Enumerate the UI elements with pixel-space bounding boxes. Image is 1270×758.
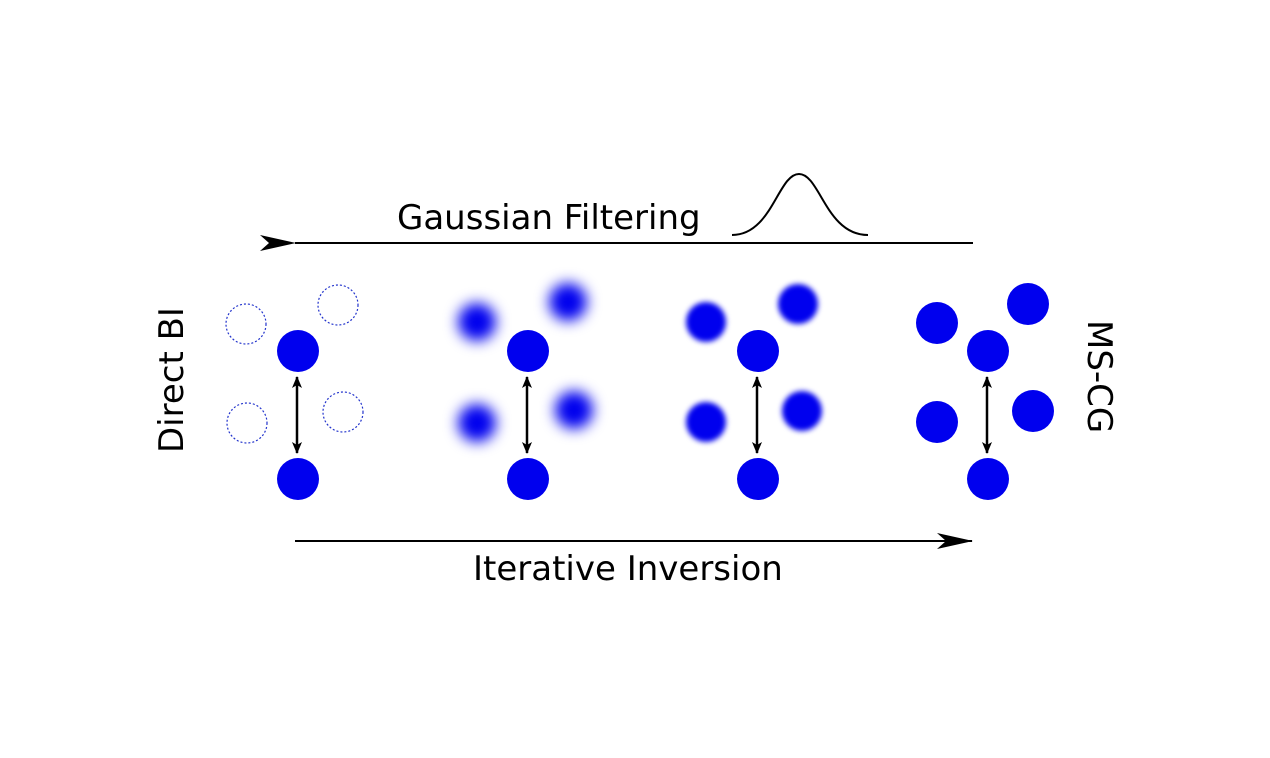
stage-mild-blur: [686, 284, 822, 500]
neighbor-particle: [916, 302, 958, 344]
ghost-particle: [226, 402, 268, 444]
neighbor-particle: [1007, 283, 1049, 325]
stage-ms-cg: [916, 283, 1054, 500]
blurred-particle: [458, 404, 496, 442]
blurred-particle: [782, 391, 822, 431]
central-particle: [737, 330, 779, 372]
central-particle: [967, 458, 1009, 500]
central-particle: [507, 458, 549, 500]
gaussian-curve-icon: [731, 172, 869, 236]
blurred-particle: [458, 303, 496, 341]
ghost-particle: [317, 284, 359, 326]
gaussian-filtering-label: Gaussian Filtering: [397, 198, 701, 238]
blurred-particle: [686, 402, 726, 442]
blurred-particle: [686, 302, 726, 342]
neighbor-particle: [1012, 390, 1054, 432]
central-particle: [737, 458, 779, 500]
blurred-particle: [555, 391, 593, 429]
ms-cg-label: MS-CG: [1079, 320, 1119, 433]
ghost-particle: [322, 391, 364, 433]
direct-bi-label: Direct BI: [152, 307, 192, 453]
central-particle: [967, 330, 1009, 372]
ghost-particle: [225, 303, 267, 345]
central-particle: [507, 330, 549, 372]
central-particle: [277, 458, 319, 500]
neighbor-particle: [916, 401, 958, 443]
central-particle: [277, 330, 319, 372]
iterative-inversion-label: Iterative Inversion: [473, 549, 783, 589]
blurred-particle: [778, 284, 818, 324]
stage-direct-bi: [225, 284, 364, 500]
stage-strong-blur: [458, 283, 593, 500]
blurred-particle: [549, 283, 587, 321]
